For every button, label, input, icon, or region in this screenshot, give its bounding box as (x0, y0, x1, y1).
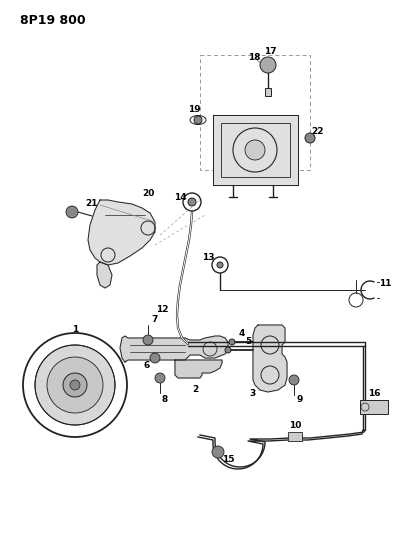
Polygon shape (213, 115, 298, 185)
Text: 1: 1 (72, 326, 78, 335)
Circle shape (35, 345, 115, 425)
Text: 8P19 800: 8P19 800 (20, 14, 85, 27)
Circle shape (245, 140, 265, 160)
Circle shape (305, 133, 315, 143)
Text: 19: 19 (188, 106, 200, 115)
Circle shape (70, 380, 80, 390)
Circle shape (66, 206, 78, 218)
Circle shape (289, 375, 299, 385)
Bar (288, 432, 302, 441)
Text: 10: 10 (289, 421, 301, 430)
Polygon shape (175, 360, 222, 378)
Text: 20: 20 (142, 190, 154, 198)
Circle shape (194, 116, 202, 124)
Circle shape (150, 353, 160, 363)
Text: 11: 11 (379, 279, 391, 287)
Bar (200, 55, 310, 170)
Circle shape (260, 57, 276, 73)
Text: 12: 12 (156, 305, 168, 314)
Text: 14: 14 (174, 192, 186, 201)
Text: 15: 15 (222, 456, 234, 464)
Circle shape (212, 446, 224, 458)
Polygon shape (97, 262, 112, 288)
Text: 7: 7 (152, 316, 158, 325)
Text: 9: 9 (297, 395, 303, 405)
Text: 13: 13 (202, 253, 214, 262)
Text: 4: 4 (239, 329, 245, 338)
Text: 2: 2 (192, 385, 198, 394)
Text: 3: 3 (249, 390, 255, 399)
Bar (360, 400, 388, 414)
Text: 5: 5 (245, 337, 251, 346)
Circle shape (63, 373, 87, 397)
Polygon shape (253, 325, 287, 392)
Circle shape (47, 357, 103, 413)
Text: 18: 18 (248, 52, 260, 61)
Text: 16: 16 (368, 389, 380, 398)
Circle shape (155, 373, 165, 383)
Circle shape (229, 339, 235, 345)
Text: 22: 22 (312, 127, 324, 136)
Bar (221, 123, 290, 177)
Text: 6: 6 (144, 361, 150, 370)
Polygon shape (120, 336, 228, 362)
Text: 21: 21 (86, 199, 98, 208)
Text: 17: 17 (264, 47, 276, 56)
Polygon shape (88, 200, 155, 265)
Text: 8: 8 (162, 395, 168, 405)
Circle shape (225, 347, 231, 353)
Circle shape (143, 335, 153, 345)
Circle shape (217, 262, 223, 268)
Circle shape (188, 198, 196, 206)
Bar (265, 88, 271, 96)
